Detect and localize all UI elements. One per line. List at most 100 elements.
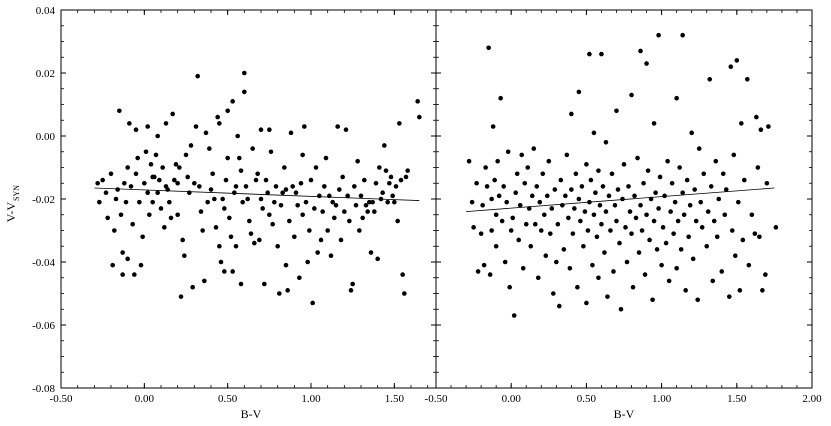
data-point — [135, 155, 140, 161]
data-point — [375, 256, 380, 262]
data-point — [242, 89, 247, 95]
data-point — [238, 281, 244, 287]
data-point — [263, 177, 269, 183]
data-point — [97, 199, 102, 205]
data-point — [275, 243, 280, 249]
data-point — [573, 171, 579, 177]
data-point — [594, 234, 600, 240]
data-point — [584, 162, 589, 167]
data-point — [238, 168, 244, 173]
data-point — [255, 171, 260, 177]
data-point — [668, 209, 673, 214]
data-point — [564, 152, 570, 158]
data-point — [535, 275, 541, 281]
data-point — [603, 209, 609, 214]
data-point — [262, 281, 267, 287]
data-point — [466, 158, 472, 164]
data-point — [525, 165, 531, 170]
data-point — [212, 196, 217, 202]
data-point — [537, 199, 543, 205]
data-point — [270, 221, 275, 227]
data-point — [293, 190, 299, 195]
data-point — [504, 199, 509, 205]
data-point — [178, 294, 184, 299]
data-point — [405, 168, 410, 173]
data-point — [248, 231, 254, 236]
data-point — [489, 228, 494, 233]
data-point — [647, 237, 652, 243]
data-point — [110, 262, 115, 268]
data-point — [190, 284, 195, 290]
data-point — [551, 291, 556, 296]
data-point — [258, 196, 264, 202]
data-point — [496, 193, 502, 199]
data-point — [469, 199, 475, 205]
data-point — [704, 243, 710, 249]
data-point — [522, 180, 528, 186]
data-point — [690, 256, 696, 262]
data-point — [654, 247, 660, 252]
data-point — [380, 190, 385, 195]
data-point — [352, 184, 357, 189]
data-point — [695, 297, 700, 303]
data-point — [523, 221, 529, 227]
data-point — [335, 124, 340, 129]
x-tick-label: 0.00 — [135, 393, 155, 405]
data-point — [367, 199, 372, 205]
data-point — [272, 199, 277, 205]
data-point — [225, 155, 230, 161]
data-point — [615, 187, 621, 192]
data-point — [606, 193, 612, 199]
data-point — [175, 180, 180, 186]
data-point — [692, 187, 697, 192]
data-point — [638, 48, 643, 54]
data-point — [528, 243, 534, 249]
data-point — [243, 184, 249, 189]
data-point — [656, 206, 661, 211]
data-point — [340, 174, 345, 180]
data-point — [323, 155, 329, 161]
data-point — [608, 228, 613, 233]
data-point — [195, 73, 200, 79]
data-point — [510, 215, 516, 221]
data-point — [716, 196, 722, 202]
fit-line — [466, 187, 775, 212]
data-point — [213, 225, 219, 230]
data-point — [651, 218, 657, 224]
data-point — [198, 209, 204, 214]
data-point — [397, 121, 402, 126]
data-point — [484, 184, 490, 189]
data-point — [175, 212, 180, 218]
data-point — [332, 215, 337, 221]
data-point — [699, 225, 705, 230]
data-point — [162, 225, 167, 230]
data-point — [267, 127, 272, 132]
data-point — [575, 284, 580, 290]
data-point — [492, 177, 497, 183]
data-point — [225, 108, 230, 114]
data-point — [554, 259, 559, 265]
data-point — [612, 203, 618, 208]
data-point — [689, 130, 694, 136]
data-point — [302, 124, 307, 129]
data-point — [572, 206, 577, 211]
data-point — [113, 196, 119, 202]
data-point — [382, 143, 387, 148]
data-point — [307, 228, 312, 233]
data-point — [347, 218, 352, 224]
data-point — [638, 203, 643, 208]
data-point — [383, 168, 389, 173]
data-point — [402, 291, 407, 296]
data-point — [662, 193, 667, 199]
data-point — [507, 284, 512, 290]
data-point — [108, 171, 114, 177]
data-point — [153, 152, 159, 158]
data-point — [569, 187, 574, 192]
y-axis-title: V-V SYN — [4, 185, 21, 222]
data-point — [742, 177, 747, 183]
data-point — [170, 111, 175, 117]
data-point — [197, 184, 202, 189]
data-point — [322, 184, 327, 189]
data-point — [773, 225, 779, 230]
data-point — [693, 218, 699, 224]
